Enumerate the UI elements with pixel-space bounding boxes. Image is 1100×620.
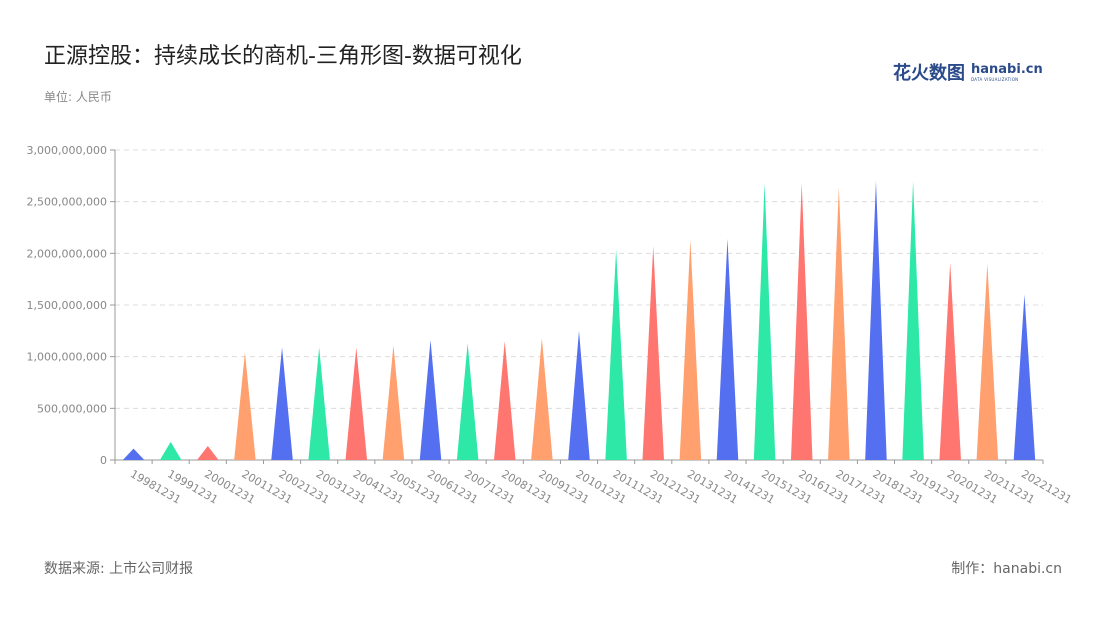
y-tick-label: 2,500,000,000	[27, 196, 107, 209]
maker-credit: 制作：hanabi.cn	[951, 561, 1062, 577]
triangle-bar[interactable]	[568, 330, 590, 460]
triangle-bar[interactable]	[828, 187, 850, 460]
logo-en-block: hanabi.cn DATA VISUALIZATION	[971, 63, 1043, 82]
triangle-bar[interactable]	[271, 347, 293, 460]
y-tick-label: 0	[100, 454, 107, 467]
logo-cn-text: 花火数图	[893, 63, 965, 84]
triangle-bar[interactable]	[679, 239, 702, 460]
unit-label: 单位: 人民币	[44, 90, 112, 104]
y-tick-label: 1,000,000,000	[27, 351, 107, 364]
y-tick-label: 1,500,000,000	[27, 299, 107, 312]
y-tick-label: 2,000,000,000	[27, 247, 107, 260]
y-tick-label: 500,000,000	[37, 402, 107, 415]
y-axis: 0 500,000,000 1,000,000,000 1,500,000,000 2,…	[27, 144, 116, 467]
triangle-bar[interactable]	[531, 338, 553, 460]
triangle-bar[interactable]	[753, 183, 776, 461]
triangle-bar[interactable]	[939, 262, 961, 460]
brand-logo: 花火数图 hanabi.cn DATA VISUALIZATION	[893, 60, 1043, 85]
data-source: 数据来源: 上市公司财报	[44, 561, 194, 577]
triangle-bar[interactable]	[308, 347, 330, 460]
triangle-bar[interactable]	[1013, 294, 1036, 460]
triangle-bar[interactable]	[493, 341, 516, 460]
triangle-bar[interactable]	[382, 345, 405, 460]
triangle-bar[interactable]	[234, 352, 256, 460]
x-axis: 1998123119991231200012312001123120021231…	[114, 459, 1074, 507]
triangle-bar[interactable]	[790, 183, 813, 461]
triangle-bar[interactable]	[159, 441, 182, 460]
triangle-bar[interactable]	[419, 340, 442, 460]
triangle-bar[interactable]	[605, 249, 627, 460]
logo-en-text: hanabi.cn	[971, 61, 1043, 77]
triangle-bar[interactable]	[976, 263, 999, 460]
triangle-bar[interactable]	[345, 347, 368, 460]
triangle-bar[interactable]	[122, 448, 145, 460]
y-tick-label: 3,000,000,000	[27, 144, 107, 157]
triangle-bar[interactable]	[716, 238, 739, 460]
triangle-bar[interactable]	[865, 181, 887, 460]
triangle-bar[interactable]	[197, 446, 219, 460]
triangle-bar[interactable]	[902, 181, 924, 460]
triangle-bar[interactable]	[456, 343, 479, 460]
chart-title: 正源控股：持续成长的商机-三角形图-数据可视化	[44, 44, 522, 69]
logo-en-subtext: DATA VISUALIZATION	[971, 76, 1019, 82]
triangle-bar[interactable]	[642, 246, 665, 460]
bars-layer	[122, 181, 1036, 461]
